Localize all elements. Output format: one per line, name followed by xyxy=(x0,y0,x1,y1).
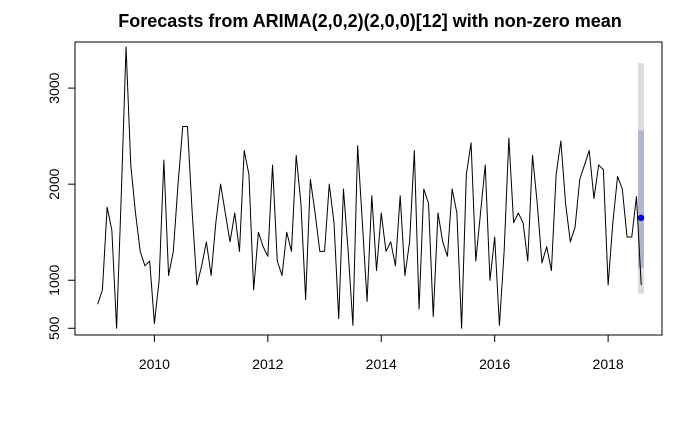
y-tick-label: 2000 xyxy=(46,168,62,199)
series-line-observed xyxy=(97,46,642,329)
y-tick-label: 1000 xyxy=(46,264,62,295)
forecast-80-interval xyxy=(638,130,645,268)
series-layer xyxy=(97,46,645,329)
x-tick-label: 2010 xyxy=(139,356,170,372)
forecast-point xyxy=(637,214,645,221)
x-axis: 2010 2012 2014 2016 2018 xyxy=(139,334,624,372)
x-tick-label: 2012 xyxy=(252,356,283,372)
y-axis: 500 1000 2000 3000 xyxy=(46,72,76,340)
x-tick-label: 2016 xyxy=(479,356,510,372)
x-tick-label: 2018 xyxy=(593,356,624,372)
y-tick-label: 500 xyxy=(46,316,62,340)
chart-title: Forecasts from ARIMA(2,0,2)(2,0,0)[12] w… xyxy=(118,11,621,31)
forecast-intervals xyxy=(638,63,645,294)
x-tick-label: 2014 xyxy=(366,356,397,372)
y-tick-label: 3000 xyxy=(46,72,62,103)
